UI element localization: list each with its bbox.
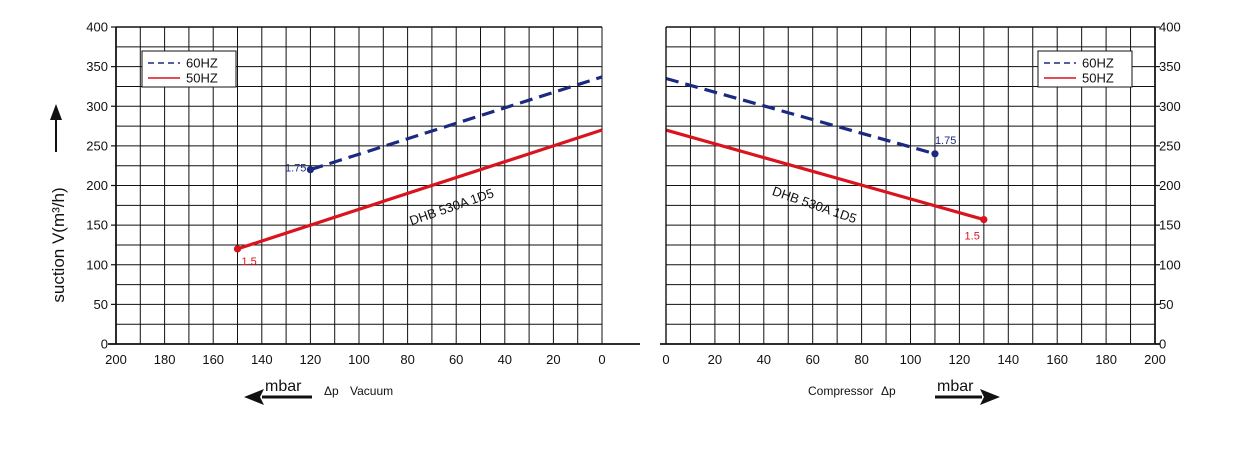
y-axis-title-group: suction V(m³/h) xyxy=(49,104,68,303)
x-tick-label: 80 xyxy=(400,352,414,367)
x-tick-label: 0 xyxy=(662,352,669,367)
x-tick-label: 100 xyxy=(900,352,922,367)
compressor-chart: 0 50 100 150 200 250 300 350 400 0 20 40 60 80 100 120 1… xyxy=(660,20,1181,405)
x-axis-title: Vacuum xyxy=(350,384,393,398)
x-tick-label: 120 xyxy=(949,352,971,367)
series-endpoint xyxy=(931,150,939,158)
x-axis-title: Compressor xyxy=(808,384,873,398)
legend-box xyxy=(1037,50,1133,88)
series-line-60hz xyxy=(309,75,603,172)
y-axis-title: suction V(m³/h) xyxy=(49,187,68,302)
x-tick-label: 60 xyxy=(805,352,819,367)
series-endpoint xyxy=(980,215,988,224)
x-unit-label: mbar xyxy=(937,378,974,395)
x-unit-label: mbar xyxy=(265,378,302,395)
x-axis-suffix: Δp xyxy=(881,384,896,398)
y-tick-label: 400 xyxy=(1159,20,1181,35)
series-line-50hz xyxy=(237,128,603,251)
y-tick-label: 150 xyxy=(1159,218,1181,233)
y-tick-label: 350 xyxy=(1159,59,1181,74)
legend-label: 50HZ xyxy=(186,71,218,86)
endpoint-label: 1.5 xyxy=(965,231,980,243)
x-tick-label: 20 xyxy=(546,352,560,367)
x-tick-label: 180 xyxy=(154,352,176,367)
model-label: DHB 530A 1D5 xyxy=(770,183,858,226)
y-tick-label: 100 xyxy=(86,257,108,272)
x-tick-label: 160 xyxy=(1046,352,1068,367)
arrow-up-icon xyxy=(50,104,62,152)
x-tick-label: 200 xyxy=(105,352,127,367)
y-tick-label: 100 xyxy=(1159,257,1181,272)
x-tick-label: 140 xyxy=(997,352,1019,367)
legend-label: 50HZ xyxy=(1082,71,1114,86)
x-tick-label: 0 xyxy=(598,352,605,367)
y-tick-label: 400 xyxy=(86,20,108,35)
arrow-left-icon xyxy=(244,389,312,405)
vacuum-axis-caption: mbar Δp Vacuum xyxy=(244,378,393,405)
y-tick-label: 300 xyxy=(1159,99,1181,114)
y-tick-label: 250 xyxy=(1159,138,1181,153)
y-tick-label: 250 xyxy=(86,138,108,153)
y-tick-label: 50 xyxy=(1159,297,1173,312)
x-tick-label: 200 xyxy=(1144,352,1166,367)
compressor-axis-caption: Compressor Δp mbar xyxy=(808,378,1000,405)
endpoint-label: 1.75 xyxy=(285,163,306,175)
y-tick-label: 350 xyxy=(86,59,108,74)
legend-box xyxy=(141,50,237,88)
y-tick-label: 200 xyxy=(1159,178,1181,193)
legend-label: 60HZ xyxy=(186,56,218,71)
y-tick-label: 150 xyxy=(86,218,108,233)
y-tick-label: 0 xyxy=(1159,337,1166,352)
x-tick-label: 40 xyxy=(757,352,771,367)
x-tick-label: 80 xyxy=(854,352,868,367)
series-line-50hz xyxy=(665,128,985,222)
series-endpoint xyxy=(233,245,242,253)
endpoint-label: 1.5 xyxy=(242,256,257,268)
model-label: DHB 530A 1D5 xyxy=(407,185,495,228)
series-line-60hz xyxy=(665,76,936,156)
x-axis-prefix: Δp xyxy=(324,384,339,398)
x-tick-label: 40 xyxy=(498,352,512,367)
x-tick-label: 160 xyxy=(202,352,224,367)
x-tick-label: 180 xyxy=(1095,352,1117,367)
endpoint-label: 1.75 xyxy=(935,135,956,147)
x-tick-label: 60 xyxy=(449,352,463,367)
x-tick-label: 120 xyxy=(300,352,322,367)
x-tick-label: 140 xyxy=(251,352,273,367)
series-endpoint xyxy=(306,166,314,174)
legend-label: 60HZ xyxy=(1082,56,1114,71)
x-tick-label: 20 xyxy=(708,352,722,367)
y-tick-label: 300 xyxy=(86,99,108,114)
x-tick-label: 100 xyxy=(348,352,370,367)
y-tick-label: 200 xyxy=(86,178,108,193)
y-tick-label: 50 xyxy=(94,297,108,312)
arrow-right-icon xyxy=(935,389,1000,405)
y-tick-label: 0 xyxy=(101,337,108,352)
